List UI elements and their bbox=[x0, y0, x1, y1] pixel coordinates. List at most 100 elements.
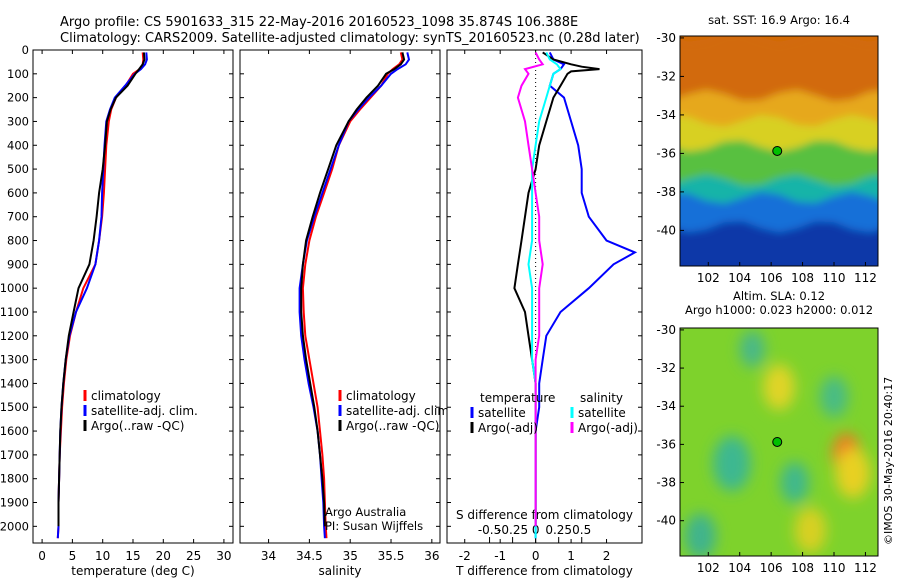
sla-map-xtick-label: 104 bbox=[728, 561, 751, 575]
sst-map-band bbox=[680, 174, 878, 206]
sla-map-xtick-label: 106 bbox=[760, 561, 783, 575]
temperature-xtick-label: 20 bbox=[156, 549, 171, 563]
sst-map-xtick-label: 112 bbox=[854, 271, 877, 285]
sla-map-frame bbox=[679, 327, 879, 557]
temperature-ytick-label: 800 bbox=[7, 234, 29, 248]
difference-xtick-label: 0 bbox=[532, 549, 540, 563]
temperature-ytick-label: 400 bbox=[7, 138, 29, 152]
sst-map-ytick-label: -30 bbox=[656, 31, 676, 45]
temperature-xtick-label: 25 bbox=[186, 549, 201, 563]
temperature-ytick-label: 100 bbox=[7, 67, 29, 81]
sla-map-ytick-label: -40 bbox=[656, 514, 676, 528]
sst-map-xtick-label: 108 bbox=[791, 271, 814, 285]
temperature-series-group bbox=[56, 52, 148, 539]
difference-x2tick-label: 0.25 bbox=[545, 523, 572, 537]
salinity-xtick-label: 35.5 bbox=[378, 549, 405, 563]
sla-map-blob bbox=[794, 507, 827, 554]
difference-x2tick-label: -0.5 bbox=[478, 523, 501, 537]
temperature-ytick-label: 1500 bbox=[0, 400, 29, 414]
salinity-legend-label: satellite-adj. clim. bbox=[346, 404, 453, 418]
sla-map-xtick-label: 108 bbox=[791, 561, 814, 575]
salinity-xtick-label: 36 bbox=[424, 549, 439, 563]
difference-legend-heading: temperature bbox=[480, 391, 555, 405]
sst-map-band bbox=[680, 36, 878, 104]
sst-map-panel: 102 104 106 108 110 112 -30 -32 -34 -36 -38 -40 sat.… bbox=[656, 13, 879, 285]
sst-map-xtick-label: 104 bbox=[728, 271, 751, 285]
salinity-annotation: Argo Australia bbox=[325, 505, 406, 519]
temperature-ytick-label: 1600 bbox=[0, 424, 29, 438]
difference-x2tick-label: -0.25 bbox=[497, 523, 528, 537]
credit-text: ©IMOS 30-May-2016 20:40:17 bbox=[882, 377, 895, 545]
sst-map-argo-marker bbox=[772, 145, 783, 156]
sla-map-xtick-label: 102 bbox=[697, 561, 720, 575]
sst-map-band bbox=[680, 221, 878, 266]
temperature-ytick-label: 1300 bbox=[0, 353, 29, 367]
difference-xtick-label: 2 bbox=[603, 549, 611, 563]
sst-map-ytick-label: -34 bbox=[656, 108, 676, 122]
sla-map-subtitle: Argo h1000: 0.023 h2000: 0.012 bbox=[685, 303, 873, 317]
temperature-ytick-label: 1200 bbox=[0, 329, 29, 343]
temperature-xtick-label: 15 bbox=[125, 549, 140, 563]
difference-frame bbox=[446, 49, 643, 544]
temperature-ytick-label: 700 bbox=[7, 210, 29, 224]
sla-map-xtick-label: 110 bbox=[823, 561, 846, 575]
temperature-frame bbox=[32, 49, 234, 544]
temperature-series-line bbox=[57, 52, 146, 527]
difference-legend-label: satellite bbox=[478, 406, 526, 420]
temperature-ytick-label: 1800 bbox=[0, 472, 29, 486]
sla-map-blob bbox=[684, 513, 717, 556]
difference-series-line bbox=[516, 51, 545, 527]
sst-map-bands bbox=[680, 36, 878, 266]
difference-legend-label: Argo(-adj) bbox=[478, 421, 538, 435]
temperature-legend-label: Argo(..raw -QC) bbox=[91, 419, 184, 433]
sla-map-panel: 102 104 106 108 110 112 -30 -32 -34 -36 -38 -40 Alti… bbox=[656, 289, 879, 575]
difference-legend-label: Argo(-adj) bbox=[578, 421, 638, 435]
salinity-series-line bbox=[300, 52, 406, 527]
salinity-panel: 34 34.5 35 35.5 36 salinity climatologysatelli… bbox=[239, 49, 453, 578]
temperature-xtick-label: 10 bbox=[95, 549, 110, 563]
temperature-xtick-label: 0 bbox=[38, 549, 46, 563]
sst-map-band bbox=[680, 89, 878, 129]
salinity-series-line bbox=[301, 52, 404, 539]
sla-map-blob bbox=[763, 364, 795, 411]
header-line-2: Climatology: CARS2009. Satellite-adjuste… bbox=[60, 31, 640, 46]
temperature-panel: 0100200300400500600700800900100011001200… bbox=[0, 43, 234, 578]
salinity-frame bbox=[239, 49, 441, 544]
difference-xlabel: T difference from climatology bbox=[455, 564, 633, 578]
header-line-1: Argo profile: CS 5901633_315 22-May-2016… bbox=[60, 15, 578, 30]
temperature-ytick-label: 600 bbox=[7, 186, 29, 200]
temperature-ytick-label: 1400 bbox=[0, 376, 29, 390]
sla-map-blobs bbox=[684, 330, 871, 556]
sst-map-ytick-label: -32 bbox=[656, 69, 676, 83]
salinity-xtick-label: 35 bbox=[343, 549, 358, 563]
salinity-xlabel: salinity bbox=[318, 564, 361, 578]
difference-series-group bbox=[513, 51, 638, 539]
temperature-legend-label: satellite-adj. clim. bbox=[91, 404, 198, 418]
temperature-ytick-label: 1900 bbox=[0, 496, 29, 510]
temperature-xtick-label: 30 bbox=[216, 549, 231, 563]
temperature-ytick-label: 300 bbox=[7, 114, 29, 128]
sla-map-ytick-label: -32 bbox=[656, 361, 676, 375]
temperature-ytick-label: 200 bbox=[7, 91, 29, 105]
difference-legend-heading: salinity bbox=[580, 391, 623, 405]
map-panels: 102 104 106 108 110 112 -30 -32 -34 -36 -38 -40 sat.… bbox=[656, 13, 879, 575]
sst-map-ytick-label: -38 bbox=[656, 185, 676, 199]
sla-map-ytick-label: -38 bbox=[656, 476, 676, 490]
sst-map-title: sat. SST: 16.9 Argo: 16.4 bbox=[708, 13, 850, 27]
salinity-xtick-label: 34.5 bbox=[296, 549, 323, 563]
temperature-ytick-label: 0 bbox=[22, 43, 29, 57]
sla-map-argo-marker bbox=[772, 436, 783, 447]
sla-map-title: Altim. SLA: 0.12 bbox=[733, 289, 825, 303]
sst-map-xtick-label: 110 bbox=[823, 271, 846, 285]
salinity-xtick-label: 34 bbox=[261, 549, 276, 563]
sla-map-blob bbox=[819, 376, 849, 418]
difference-x2label: S difference from climatology bbox=[456, 508, 633, 522]
sst-map-xtick-label: 102 bbox=[697, 271, 720, 285]
sla-map-xtick-label: 112 bbox=[854, 561, 877, 575]
sst-map-xtick-label: 106 bbox=[760, 271, 783, 285]
salinity-legend-label: Argo(..raw -QC) bbox=[346, 419, 439, 433]
sst-map-frame bbox=[679, 35, 879, 267]
sla-map-ytick-label: -30 bbox=[656, 323, 676, 337]
temperature-xlabel: temperature (deg C) bbox=[71, 564, 194, 578]
